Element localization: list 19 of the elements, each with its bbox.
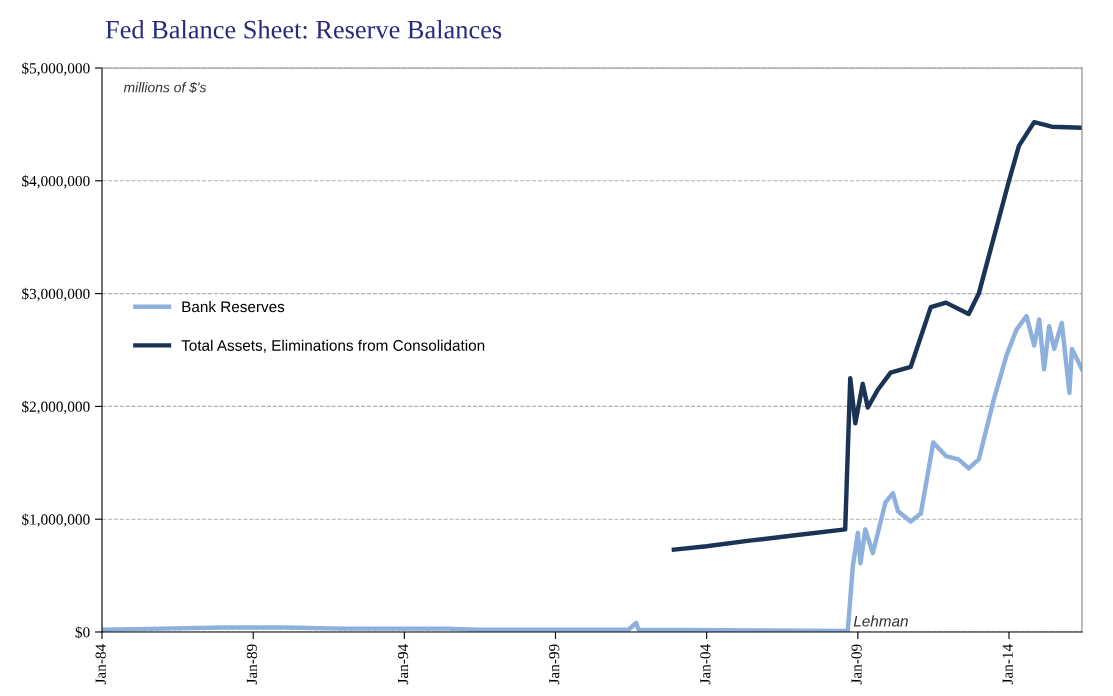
x-tick-label: Jan-04 [700,644,711,685]
chart-title: Fed Balance Sheet: Reserve Balances [105,20,502,39]
y-tick-label: $3,000,000 [22,287,90,302]
y-tick-label: $0 [75,626,90,639]
y-tick-label: $4,000,000 [22,175,90,189]
annotation: Lehman [853,615,908,627]
y-tick-label: $2,000,000 [22,400,90,415]
x-tick-label: Jan-99 [549,644,560,685]
x-tick-label: Jan-09 [851,644,862,685]
legend-label: Bank Reserves [182,300,285,313]
x-tick-label: Jan-14 [1002,644,1013,685]
x-tick-label: Jan-89 [246,644,258,685]
legend-label: Total Assets, Eliminations from Consolidation [181,339,485,353]
y-tick-label: $5,000,000 [22,62,90,76]
x-tick-label: Jan-84 [95,644,106,685]
y-tick-label: $1,000,000 [22,513,90,527]
x-tick-label: Jan-94 [397,644,409,685]
line-series [671,119,1082,552]
annotation: millions of $'s [123,81,207,94]
